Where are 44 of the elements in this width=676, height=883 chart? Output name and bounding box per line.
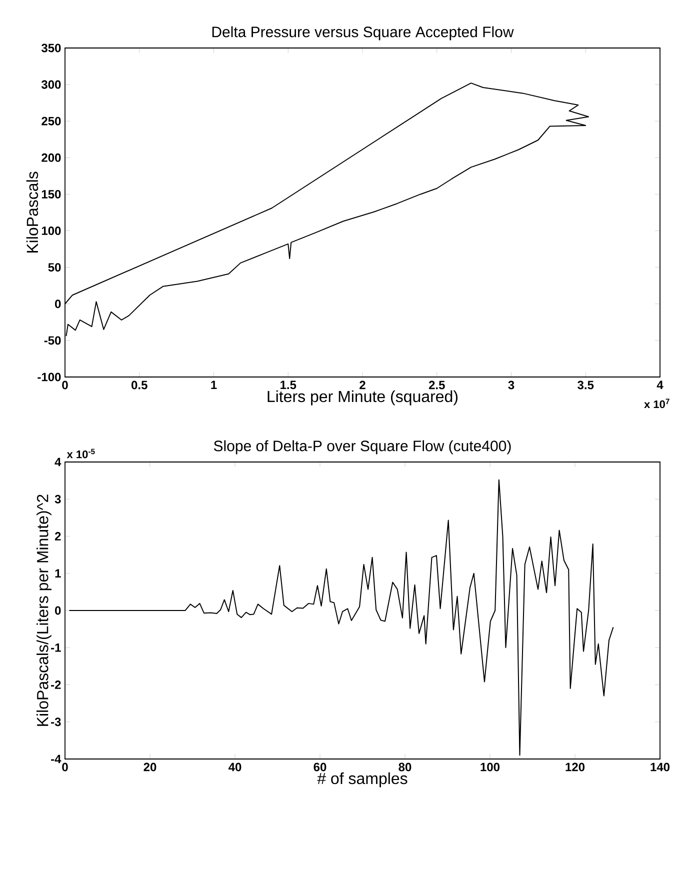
y-axis-title: KiloPascals/(Liters per Minute)^2 <box>36 494 52 726</box>
x-tick-label: 2 <box>360 380 366 390</box>
text: x 10$^{7}$ <box>644 398 670 408</box>
y-axis-title: KiloPascals <box>26 172 38 253</box>
y-tick-label: 300 <box>41 80 61 89</box>
x-tick-label: 140 <box>650 762 670 772</box>
x-tick-label: 0.5 <box>132 380 148 390</box>
y-tick-label: 100 <box>42 226 61 236</box>
x-tick-label: 100 <box>480 762 500 772</box>
x-tick-label: 0 <box>62 762 68 772</box>
x-axis-title: Liters per Minute (squared) <box>268 390 458 406</box>
x-tick-label: 20 <box>144 762 156 772</box>
y-tick-label: 0 <box>55 606 61 615</box>
y-tick-label: 250 <box>42 116 61 126</box>
y-tick-label: 0 <box>55 300 61 308</box>
x-tick-label: 40 <box>228 762 242 772</box>
x-tick-label: 0 <box>62 380 68 390</box>
x-tick-label: 4 <box>656 380 664 390</box>
y-tick-label: 200 <box>42 153 61 162</box>
y-tick-label: -1 <box>51 644 61 652</box>
y-tick-label: 350 <box>41 44 61 52</box>
x-tick-label: 2.5 <box>428 380 445 390</box>
y-tick-label: 4 <box>54 458 62 466</box>
y-tick-label: -50 <box>44 336 61 345</box>
y-tick-label: 3 <box>54 494 61 504</box>
x-tick-label: 120 <box>566 762 585 772</box>
text: x 10$^{-5}$ <box>66 448 95 458</box>
chart-title: Delta Pressure versus Square Accepted Flow <box>212 26 514 40</box>
y-tick-label: 150 <box>42 190 61 198</box>
x-tick-label: 60 <box>314 762 326 772</box>
chart-title: Slope of Delta-P over Square Flow (cute400) <box>214 440 511 454</box>
x-tick-label: 80 <box>398 762 412 772</box>
x-tick-label: 1.5 <box>280 380 296 390</box>
y-tick-label: 2 <box>54 532 61 540</box>
x-tick-label: 3.5 <box>578 380 594 390</box>
x-axis-title: # of samples <box>317 772 408 788</box>
y-tick-label: 50 <box>48 263 61 272</box>
y-tick-label: -3 <box>51 718 61 726</box>
y-tick-label: -2 <box>51 680 61 689</box>
y-tick-label: -100 <box>38 372 61 382</box>
x-tick-label: 3 <box>508 380 514 390</box>
y-tick-label: 1 <box>55 569 61 578</box>
x-tick-label: 1 <box>211 380 217 390</box>
y-tick-label: -4 <box>51 754 62 764</box>
